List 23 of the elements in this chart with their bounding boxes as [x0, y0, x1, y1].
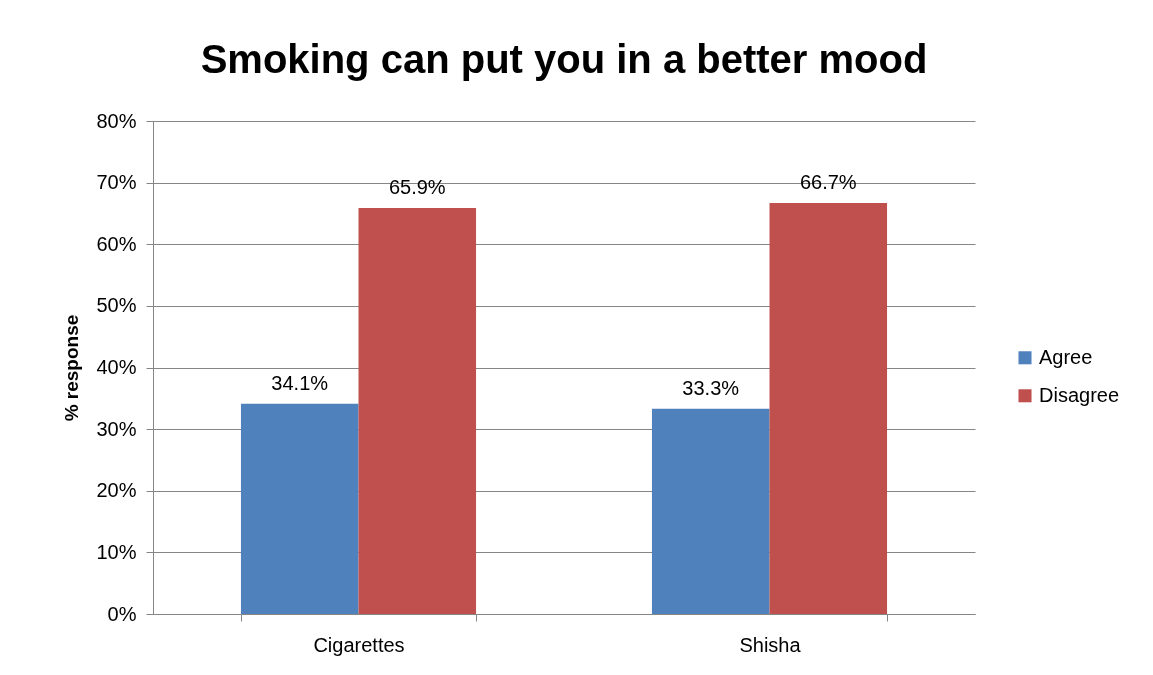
bar — [240, 403, 359, 614]
bar — [769, 202, 888, 614]
y-tick-label: 50% — [96, 294, 137, 317]
data-label: 66.7% — [799, 170, 857, 193]
data-label: 34.1% — [271, 371, 329, 394]
x-tick-label: Shisha — [739, 633, 802, 656]
chart-title: Smoking can put you in a better mood — [200, 37, 928, 81]
data-label: 65.9% — [388, 175, 446, 198]
bar — [358, 207, 477, 614]
legend-label: Agree — [1039, 345, 1093, 368]
y-tick-label: 20% — [96, 479, 137, 502]
y-tick-label: 70% — [96, 171, 137, 194]
y-tick-label: 30% — [96, 417, 137, 440]
x-tick-label: Cigarettes — [313, 633, 405, 656]
y-tick-label: 0% — [107, 602, 137, 625]
y-tick-label: 80% — [96, 109, 137, 132]
y-axis-title: % response — [61, 314, 83, 422]
y-tick-label: 40% — [96, 356, 137, 378]
legend-label: Disagree — [1039, 383, 1120, 406]
y-tick-label: 10% — [96, 540, 137, 563]
y-tick-label: 60% — [96, 232, 137, 255]
data-label: 33.3% — [682, 376, 740, 399]
bar — [651, 408, 770, 614]
